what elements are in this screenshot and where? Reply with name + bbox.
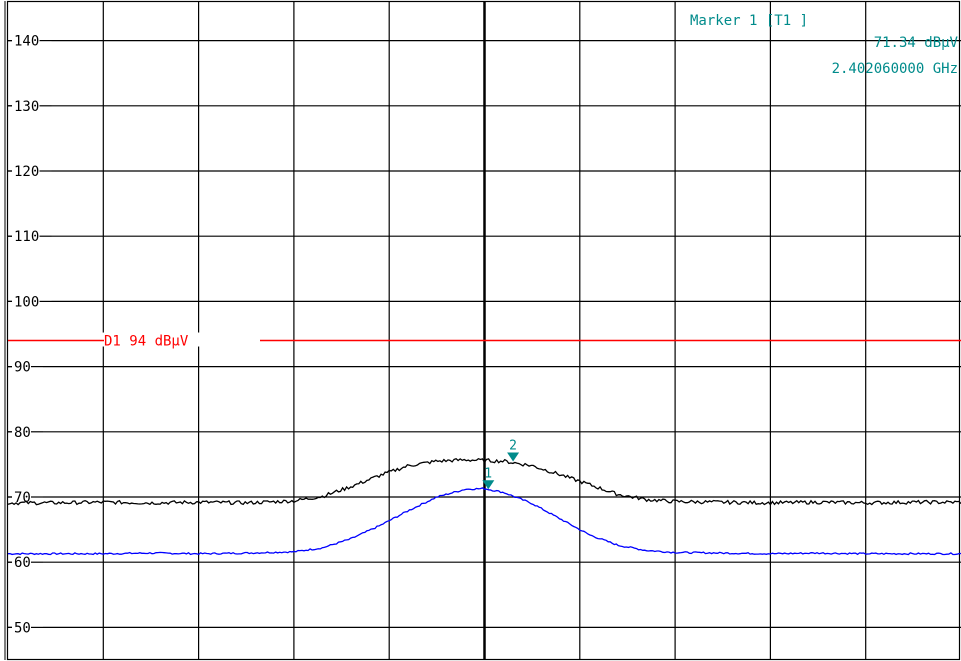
display-line-label-bg <box>100 332 260 347</box>
y-tick-label: 110 <box>14 229 39 245</box>
marker-readout-line1: Marker 1 [T1 ] <box>690 13 808 29</box>
marker-2-symbol <box>507 452 520 462</box>
y-tick-label-bg <box>12 295 52 308</box>
marker-symbols: 12 <box>482 438 520 490</box>
y-tick-label: 120 <box>14 164 39 180</box>
y-tick-label-bg <box>12 360 43 373</box>
marker-readout-value: 71.34 dBµV <box>874 35 959 51</box>
display-line-label: D1 94 dBµV <box>104 334 189 350</box>
marker-1-label: 1 <box>484 466 492 481</box>
y-tick-label: 90 <box>14 360 31 376</box>
marker-readout: Marker 1 [T1 ] 71.34 dBµV 2.402060000 GH… <box>690 13 959 77</box>
trace-2 <box>7 457 961 506</box>
y-tick-label-bg <box>12 556 43 569</box>
marker-1-symbol <box>482 480 495 490</box>
marker-2-label: 2 <box>509 438 517 453</box>
y-tick-label-bg <box>12 230 52 243</box>
grid <box>4 0 961 661</box>
display-line-group: D1 94 dBµV <box>8 332 961 350</box>
y-tick-label-bg <box>12 34 52 47</box>
y-tick-label-bg <box>12 99 52 112</box>
y-tick-label: 60 <box>14 555 31 571</box>
y-tick-label: 80 <box>14 425 31 441</box>
y-tick-label-bg <box>12 165 52 177</box>
y-tick-label: 130 <box>14 99 39 115</box>
y-tick-label-bg <box>12 621 43 634</box>
traces <box>7 457 961 556</box>
y-tick-label-bg <box>12 425 43 438</box>
y-tick-label: 50 <box>14 620 31 636</box>
y-tick-label: 100 <box>14 294 39 310</box>
marker-readout-frequency: 2.402060000 GHz <box>832 61 958 77</box>
y-tick-label-bg <box>12 491 43 503</box>
y-tick-label: 140 <box>14 34 39 50</box>
trace-1 <box>7 487 961 556</box>
